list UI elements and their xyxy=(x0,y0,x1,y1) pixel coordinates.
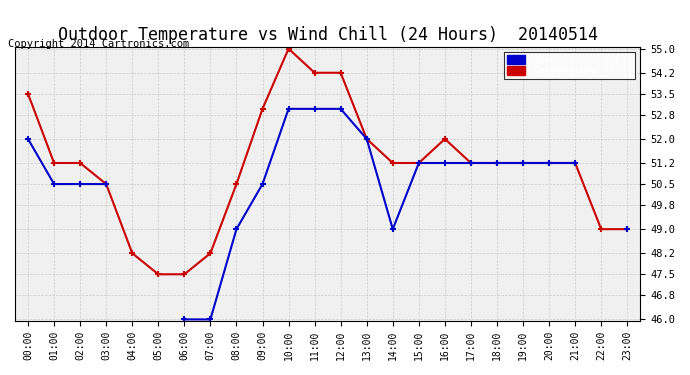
Legend: Wind Chill  (°F), Temperature  (°F): Wind Chill (°F), Temperature (°F) xyxy=(504,52,635,79)
Title: Outdoor Temperature vs Wind Chill (24 Hours)  20140514: Outdoor Temperature vs Wind Chill (24 Ho… xyxy=(58,26,598,44)
Text: Copyright 2014 Cartronics.com: Copyright 2014 Cartronics.com xyxy=(8,39,190,50)
